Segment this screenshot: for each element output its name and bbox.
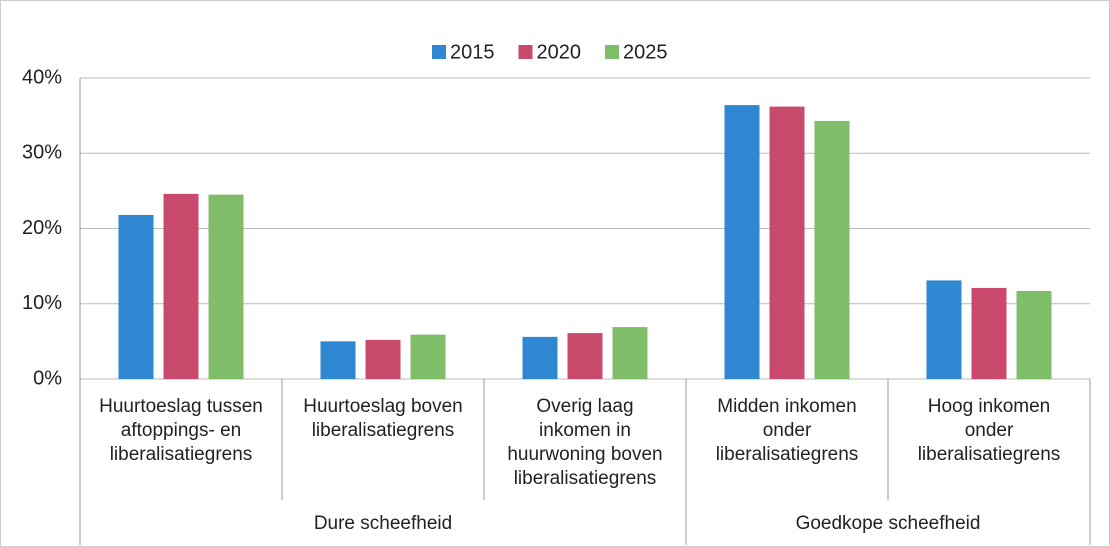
bar <box>522 336 558 379</box>
bar <box>971 287 1007 379</box>
group-label: Goedkope scheefheid <box>796 513 981 534</box>
bar <box>163 193 199 379</box>
x-tick-label: Huurtoeslag tussen aftoppings- en libera… <box>99 396 263 465</box>
y-tick-label: 30% <box>22 142 62 164</box>
x-tick-label: Hoog inkomen onder liberalisatiegrens <box>917 396 1061 465</box>
group-label: Dure scheefheid <box>314 513 452 534</box>
x-tick-label: Huurtoeslag boven liberalisatiegrens <box>303 396 463 441</box>
bar <box>208 194 244 379</box>
y-tick-label: 40% <box>22 66 62 88</box>
bar <box>567 333 603 379</box>
bar <box>410 334 446 379</box>
legend-swatch <box>432 45 446 59</box>
y-tick-label: 20% <box>22 217 62 239</box>
bar <box>320 341 356 379</box>
bar <box>724 105 760 379</box>
x-tick-label: Overig laag inkomen in huurwoning boven … <box>507 396 663 489</box>
legend-swatch <box>605 45 619 59</box>
bar <box>814 120 850 379</box>
bar <box>612 327 648 379</box>
bar <box>365 339 401 379</box>
y-tick-label: 0% <box>33 367 62 389</box>
bar <box>118 214 154 379</box>
bar <box>769 106 805 379</box>
legend-label: 2020 <box>537 41 582 63</box>
x-tick-label: Midden inkomen onder liberalisatiegrens <box>715 396 859 465</box>
y-tick-label: 10% <box>22 292 62 314</box>
legend-label: 2025 <box>623 41 668 63</box>
legend-label: 2015 <box>450 41 495 63</box>
legend-swatch <box>518 45 533 59</box>
bar <box>1016 290 1052 379</box>
bar <box>926 280 962 379</box>
